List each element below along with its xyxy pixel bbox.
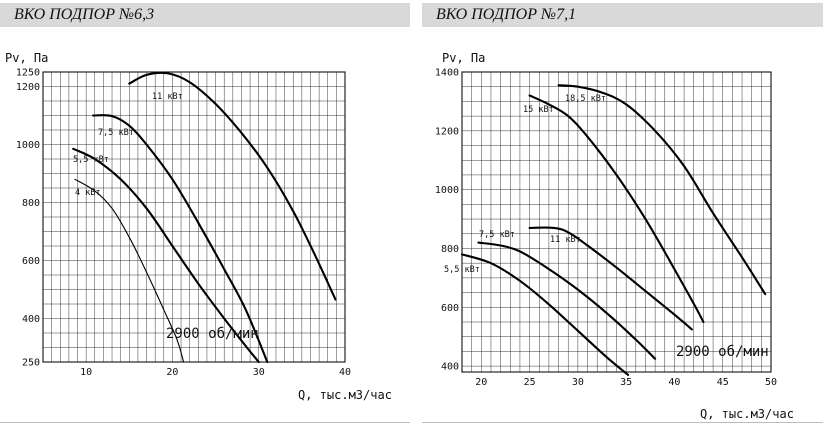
x-axis-label: Q, тыс.м3/час — [700, 407, 794, 421]
series-label: 7,5 кВт — [479, 230, 515, 240]
plot-frame — [42, 71, 346, 363]
series-label: 5,5 кВт — [73, 155, 109, 165]
x-tick-label: 45 — [717, 377, 729, 388]
y-axis-label: Pv, Па — [442, 51, 485, 65]
y-tick-label: 800 — [22, 198, 40, 209]
plot-frame — [461, 71, 772, 373]
y-tick-label: 250 — [22, 358, 40, 369]
x-tick-label: 20 — [475, 377, 487, 388]
speed-annotation: 2900 об/мин — [676, 344, 769, 360]
y-tick-label: 1200 — [16, 82, 40, 93]
chart-panel-right: ВКО ПОДПОР №7,1 20 25 30 35 40 45 50 400 600 800 1… — [422, 0, 823, 427]
y-tick-label: 1000 — [16, 140, 40, 151]
y-tick-label: 1200 — [435, 126, 459, 137]
y-tick-label: 1250 — [16, 68, 40, 79]
x-tick-label: 30 — [572, 377, 584, 388]
speed-annotation: 2900 об/мин — [166, 326, 259, 342]
divider — [422, 422, 823, 423]
y-tick-label: 400 — [441, 362, 459, 373]
series-label: 5,5 кВт — [444, 265, 480, 275]
y-tick-label: 1400 — [435, 68, 459, 79]
x-tick-label: 10 — [80, 367, 92, 378]
series-line — [128, 71, 337, 301]
x-tick-label: 35 — [620, 377, 632, 388]
y-tick-label: 400 — [22, 314, 40, 325]
series-line — [528, 94, 705, 324]
y-tick-label: 800 — [441, 244, 459, 255]
x-tick-label: 40 — [339, 367, 351, 378]
series-line — [460, 253, 630, 376]
x-tick-label: 25 — [524, 377, 536, 388]
chart-title: ВКО ПОДПОР №7,1 — [436, 6, 577, 23]
series-label: 11 кВт — [550, 235, 581, 245]
x-tick-label: 30 — [253, 367, 265, 378]
series-line — [477, 241, 657, 360]
fan-curve-chart-7-1: 20 25 30 35 40 45 50 400 600 800 1000 1200 1400 Pv, П… — [435, 51, 794, 421]
y-tick-label: 600 — [441, 303, 459, 314]
x-tick-label: 50 — [765, 377, 777, 388]
series-line — [72, 147, 260, 364]
series-label: 18,5 кВт — [565, 94, 606, 104]
title-bar: ВКО ПОДПОР №6,3 — [0, 3, 410, 27]
series-line — [528, 226, 693, 331]
x-tick-label: 40 — [668, 377, 680, 388]
series-line — [74, 178, 185, 363]
y-tick-label: 600 — [22, 256, 40, 267]
series-line — [91, 114, 269, 364]
y-tick-label: 1000 — [435, 185, 459, 196]
series-label: 11 кВт — [152, 92, 183, 102]
x-axis-label: Q, тыс.м3/час — [298, 388, 392, 402]
y-axis-label: Pv, Па — [5, 51, 48, 65]
x-tick-label: 20 — [166, 367, 178, 378]
series-label: 4 кВт — [75, 188, 101, 198]
title-bar: ВКО ПОДПОР №7,1 — [422, 3, 823, 27]
chart-title: ВКО ПОДПОР №6,3 — [14, 6, 155, 23]
series-label: 7,5 кВт — [98, 128, 134, 138]
chart-panel-left: ВКО ПОДПОР №6,3 10 20 30 40 250 400 600 800 1000… — [0, 0, 410, 427]
series-label: 15 кВт — [523, 105, 554, 115]
fan-curve-chart-6-3: 10 20 30 40 250 400 600 800 1000 1200 1250 Pv, Па Q,… — [5, 51, 392, 402]
divider — [0, 422, 410, 423]
series-line — [557, 84, 767, 296]
grid — [461, 71, 772, 372]
